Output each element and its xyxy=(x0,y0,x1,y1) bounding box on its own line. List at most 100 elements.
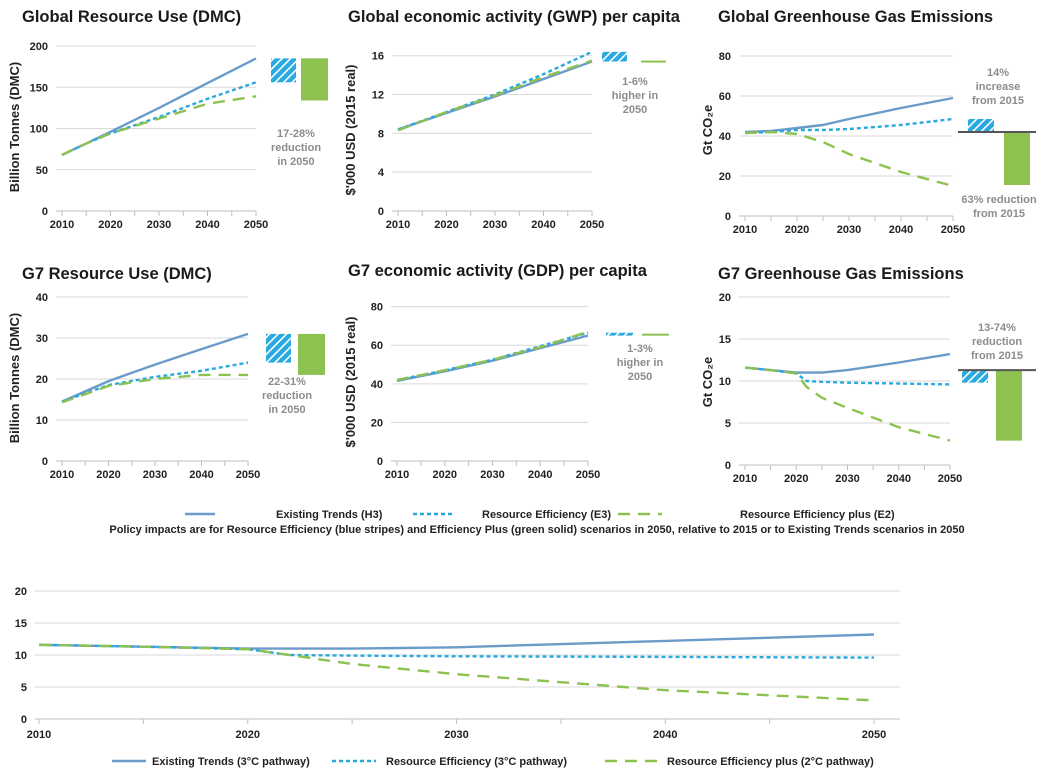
annotation-line: 1-6% xyxy=(622,76,648,88)
y-tick-label: 100 xyxy=(30,124,48,136)
legend-bottom-label-plus: Resource Efficiency plus (2°C pathway) xyxy=(667,756,874,768)
y-tick-label: 12 xyxy=(372,90,384,102)
bar-efficiency xyxy=(271,58,296,83)
y-tick-label: 40 xyxy=(719,131,731,143)
y-tick-label: 4 xyxy=(378,167,385,179)
y-axis-label-global-ghg: Gt CO₂e xyxy=(700,105,715,156)
x-tick-label: 2040 xyxy=(653,729,677,741)
x-tick-label: 2030 xyxy=(835,473,859,485)
y-tick-label: 40 xyxy=(36,292,48,304)
legend-bottom-label-efficiency: Resource Efficiency (3°C pathway) xyxy=(386,756,567,768)
x-tick-label: 2030 xyxy=(480,469,504,481)
y-tick-label: 20 xyxy=(719,292,731,304)
policy-note: Policy impacts are for Resource Efficien… xyxy=(109,524,964,536)
annotation-g7-dmc: 22-31% reduction in 2050 xyxy=(262,376,312,416)
bar-plus xyxy=(1004,132,1030,185)
x-tick-label: 2040 xyxy=(189,469,213,481)
x-tick-label: 2040 xyxy=(531,219,555,231)
y-tick-label: 40 xyxy=(371,379,383,391)
x-tick-label: 2010 xyxy=(385,469,409,481)
series-line-plus xyxy=(397,59,593,132)
panel-g7-ghg: 0 5 10 15 20 2010 2020 2030 2040 2050 xyxy=(719,292,1036,485)
y-tick-label: 80 xyxy=(371,302,383,314)
x-tick-label: 2010 xyxy=(386,219,410,231)
series-line-efficiency xyxy=(744,117,954,135)
series-line-plus xyxy=(38,643,875,702)
y-tick-label: 10 xyxy=(36,415,48,427)
y-tick-label: 60 xyxy=(719,91,731,103)
y-axis-label-g7-dmc: Billion Tonnes (DMC) xyxy=(7,313,22,443)
y-tick-label: 0 xyxy=(377,456,383,468)
annotation-line: from 2015 xyxy=(972,95,1024,107)
x-tick-label: 2020 xyxy=(784,473,808,485)
x-tick-label: 2030 xyxy=(837,224,861,236)
x-tick-label: 2050 xyxy=(244,219,268,231)
y-tick-label: 30 xyxy=(36,333,48,345)
annotation-line: 2050 xyxy=(623,104,647,116)
x-tick-label: 2010 xyxy=(50,469,74,481)
series-line-plus xyxy=(61,95,257,156)
bar-plus xyxy=(642,333,669,336)
x-tick-label: 2040 xyxy=(528,469,552,481)
bar-efficiency xyxy=(602,51,627,62)
y-tick-label: 5 xyxy=(725,418,731,430)
annotation-line: in 2050 xyxy=(268,404,305,416)
annotation-line: 63% reduction xyxy=(961,194,1036,206)
legend-bottom-label-existing: Existing Trends (3°C pathway) xyxy=(152,756,310,768)
y-tick-label: 0 xyxy=(42,206,48,218)
annotation-line: 2050 xyxy=(628,371,652,383)
y-tick-label: 150 xyxy=(30,82,48,94)
x-tick-label: 2050 xyxy=(576,469,600,481)
bar-plus xyxy=(301,58,328,101)
y-tick-label: 0 xyxy=(725,460,731,472)
bar-efficiency xyxy=(266,333,291,363)
y-tick-label: 10 xyxy=(719,376,731,388)
y-tick-label: 80 xyxy=(719,51,731,63)
y-tick-label: 60 xyxy=(371,340,383,352)
annotation-global-gwp: 1-6% higher in 2050 xyxy=(612,76,659,116)
y-axis-label-g7-ghg: Gt CO₂e xyxy=(700,357,715,408)
annotation-global-ghg-reduction: 63% reduction from 2015 xyxy=(961,194,1036,220)
series-line-efficiency xyxy=(397,50,593,131)
x-tick-label: 2040 xyxy=(889,224,913,236)
x-tick-label: 2040 xyxy=(887,473,911,485)
legend-label-existing: Existing Trends (H3) xyxy=(276,509,383,521)
y-tick-label: 20 xyxy=(371,417,383,429)
y-tick-label: 5 xyxy=(21,682,27,694)
annotation-global-ghg-increase: 14% increase from 2015 xyxy=(972,67,1024,107)
y-tick-label: 10 xyxy=(15,650,27,662)
annotation-line: 22-31% xyxy=(268,376,306,388)
annotation-line: reduction xyxy=(271,142,321,154)
legend-label-plus: Resource Efficiency plus (E2) xyxy=(740,509,895,521)
x-tick-label: 2050 xyxy=(236,469,260,481)
legend-panels: Existing Trends (H3) Resource Efficiency… xyxy=(185,509,895,521)
x-tick-label: 2010 xyxy=(27,729,51,741)
y-tick-label: 20 xyxy=(36,374,48,386)
y-tick-label: 15 xyxy=(15,618,27,630)
legend-bottom: Existing Trends (3°C pathway) Resource E… xyxy=(112,756,874,768)
x-tick-label: 2050 xyxy=(580,219,604,231)
panel-bottom-emissions: 0 5 10 15 20 2010 2020 2030 2040 2050 xyxy=(15,586,900,741)
bar-plus xyxy=(641,60,666,63)
series-line-plus xyxy=(396,330,589,382)
bar-plus xyxy=(996,370,1022,441)
x-tick-label: 2020 xyxy=(433,469,457,481)
x-tick-label: 2030 xyxy=(147,219,171,231)
x-tick-label: 2020 xyxy=(434,219,458,231)
x-tick-label: 2030 xyxy=(143,469,167,481)
panel-title-global-gwp: Global economic activity (GWP) per capit… xyxy=(348,8,681,26)
annotation-line: reduction xyxy=(972,336,1022,348)
annotation-line: 14% xyxy=(987,67,1009,79)
y-tick-label: 20 xyxy=(719,171,731,183)
panel-title-global-ghg: Global Greenhouse Gas Emissions xyxy=(718,8,993,26)
y-axis-label-g7-gdp: $'000 USD (2015 real) xyxy=(343,316,358,447)
annotation-global-dmc: 17-28% reduction in 2050 xyxy=(271,128,321,168)
series-line-existing xyxy=(396,334,589,383)
y-tick-label: 0 xyxy=(21,714,27,726)
legend-label-efficiency: Resource Efficiency (E3) xyxy=(482,509,611,521)
x-tick-label: 2050 xyxy=(941,224,965,236)
series-line-existing xyxy=(61,332,249,403)
y-tick-label: 200 xyxy=(30,41,48,53)
